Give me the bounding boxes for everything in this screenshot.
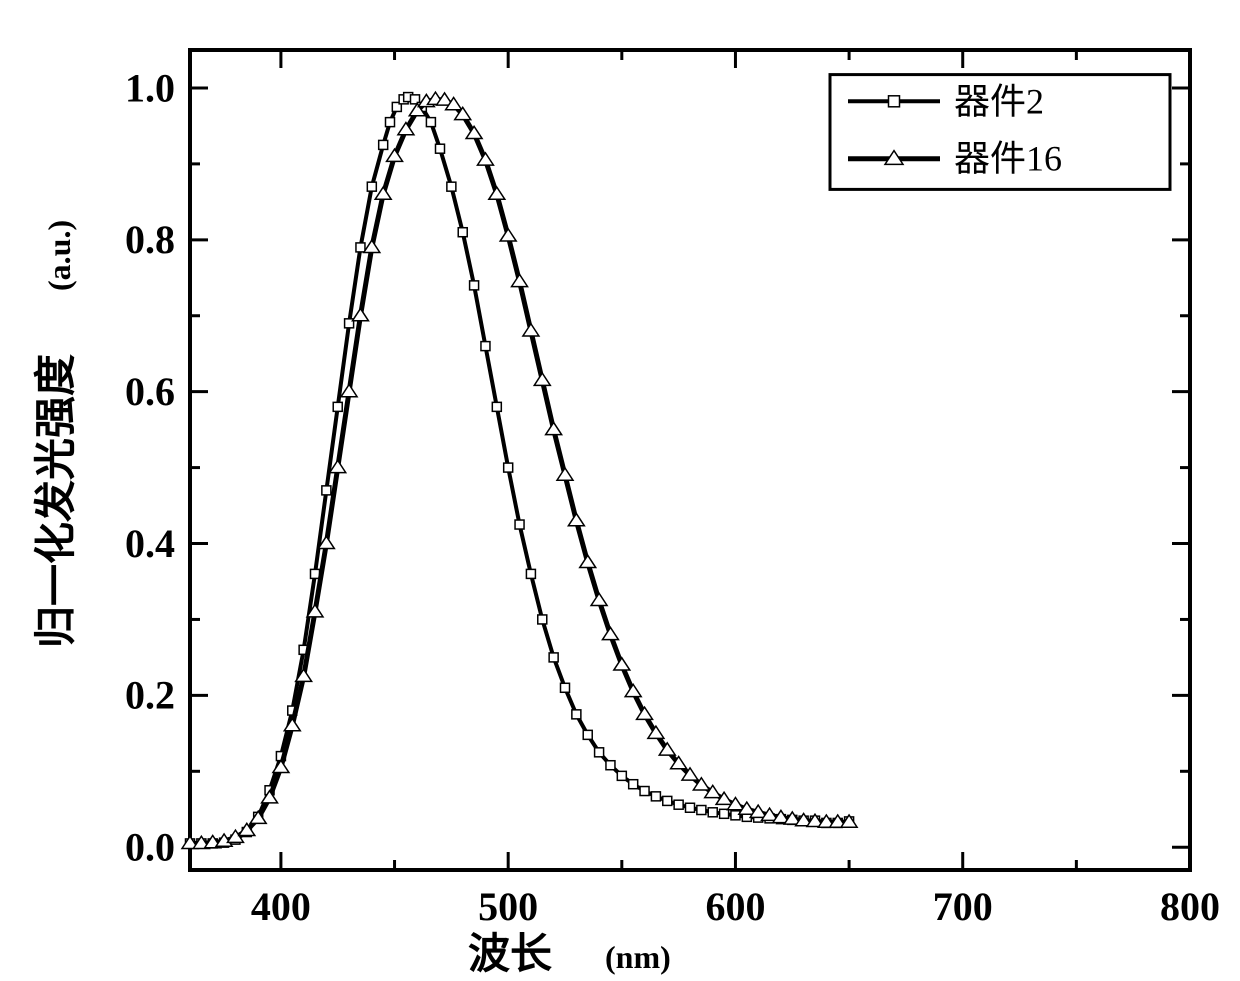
y-axis-label: 归一化发光强度 (a.u.) bbox=[33, 220, 80, 648]
y-tick-label: 0.0 bbox=[125, 825, 175, 870]
legend-label: 器件16 bbox=[954, 139, 1062, 179]
svg-text:归一化发光强度: 归一化发光强度 bbox=[33, 354, 80, 648]
x-tick-label: 400 bbox=[251, 884, 311, 929]
legend: 器件2 器件16 bbox=[830, 75, 1170, 190]
svg-text:(nm): (nm) bbox=[605, 939, 671, 975]
x-tick-label: 600 bbox=[705, 884, 765, 929]
y-tick-label: 0.6 bbox=[125, 369, 175, 414]
x-tick-label: 500 bbox=[478, 884, 538, 929]
y-tick-label: 0.2 bbox=[125, 673, 175, 718]
svg-text:(a.u.): (a.u.) bbox=[41, 220, 77, 291]
x-tick-label: 700 bbox=[933, 884, 993, 929]
chart-svg: 400 500 600 700 800 0.0 0.2 0.4 0.6 0.8 1.0 波长 (nm) 归… bbox=[0, 0, 1240, 981]
y-tick-label: 0.8 bbox=[125, 217, 175, 262]
spectrum-chart: 400 500 600 700 800 0.0 0.2 0.4 0.6 0.8 1.0 波长 (nm) 归… bbox=[0, 0, 1240, 981]
legend-label: 器件2 bbox=[954, 81, 1044, 121]
x-tick-label: 800 bbox=[1160, 884, 1220, 929]
y-tick-label: 1.0 bbox=[125, 65, 175, 110]
y-tick-label: 0.4 bbox=[125, 521, 175, 566]
svg-text:波长: 波长 bbox=[468, 931, 552, 978]
